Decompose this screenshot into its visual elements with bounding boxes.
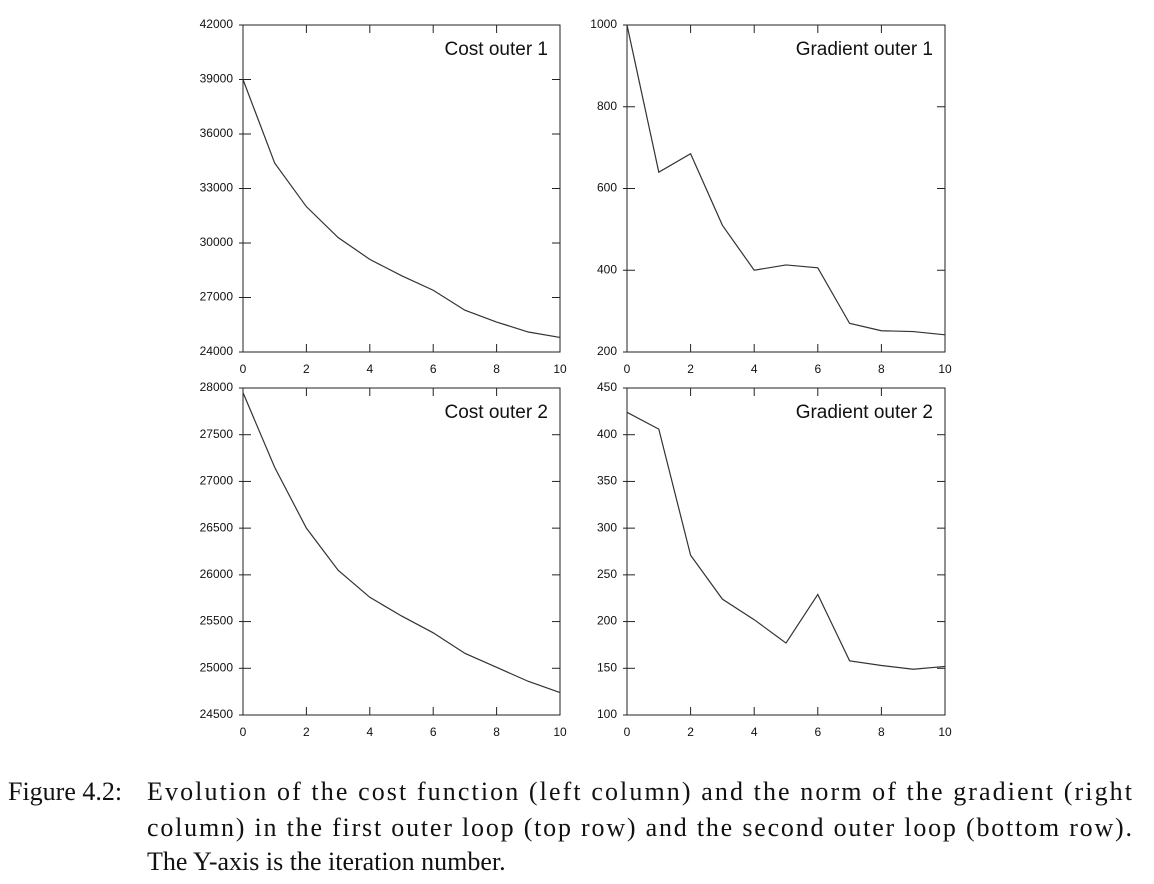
chart-title: Gradient outer 2 [796, 402, 933, 423]
x-tick-label: 2 [303, 362, 310, 376]
y-tick-label: 24500 [200, 707, 234, 721]
data-line [242, 79, 561, 339]
x-tick-label: 8 [878, 725, 885, 739]
x-tick-label: 2 [687, 362, 694, 376]
x-tick-label: 4 [366, 725, 373, 739]
x-tick-label: 6 [814, 362, 821, 376]
plot-frame [626, 24, 946, 353]
y-tick-label: 30000 [200, 235, 234, 249]
y-tick-label: 250 [597, 567, 617, 581]
y-tick-label: 27500 [200, 427, 234, 441]
y-tick-label: 800 [597, 99, 617, 113]
chart-title: Cost outer 1 [445, 39, 549, 60]
x-tick-label: 10 [553, 362, 567, 376]
x-tick-label: 8 [878, 362, 885, 376]
x-tick-label: 6 [814, 725, 821, 739]
chart-title: Cost outer 2 [445, 402, 549, 423]
y-tick-label: 400 [597, 427, 617, 441]
x-tick-label: 4 [751, 362, 758, 376]
y-tick-label: 25500 [200, 614, 234, 628]
y-tick-label: 25000 [200, 660, 234, 674]
x-tick-label: 0 [240, 362, 247, 376]
y-tick-label: 24000 [200, 344, 234, 358]
y-tick-label: 33000 [200, 181, 234, 195]
y-tick-label: 400 [597, 262, 617, 276]
x-tick-label: 8 [493, 725, 500, 739]
caption-line: column) in the first outer loop (top row… [147, 813, 1132, 842]
caption-label: Figure 4.2: [8, 777, 122, 806]
plot-frame [242, 387, 561, 716]
plot-frame [242, 24, 561, 353]
plot-frame [626, 387, 946, 716]
caption-line: The Y-axis is the iteration number. [147, 847, 506, 876]
y-tick-label: 39000 [200, 72, 234, 86]
x-tick-label: 0 [624, 362, 631, 376]
y-tick-label: 28000 [200, 380, 234, 394]
x-tick-label: 4 [366, 362, 373, 376]
caption-line: Evolution of the cost function (left col… [147, 777, 1133, 806]
data-line [242, 392, 561, 694]
y-tick-label: 600 [597, 181, 617, 195]
x-tick-label: 6 [430, 362, 437, 376]
x-tick-label: 0 [240, 725, 247, 739]
y-tick-label: 200 [597, 344, 617, 358]
x-tick-label: 6 [430, 725, 437, 739]
y-tick-label: 27000 [200, 290, 234, 304]
x-tick-label: 2 [303, 725, 310, 739]
x-tick-label: 10 [938, 362, 952, 376]
y-tick-label: 450 [597, 380, 617, 394]
y-tick-label: 42000 [200, 17, 234, 31]
y-tick-label: 350 [597, 474, 617, 488]
x-tick-label: 0 [624, 725, 631, 739]
data-line [626, 24, 946, 336]
y-tick-label: 150 [597, 660, 617, 674]
y-tick-label: 100 [597, 707, 617, 721]
x-tick-label: 10 [938, 725, 952, 739]
x-tick-label: 4 [751, 725, 758, 739]
y-tick-label: 26000 [200, 567, 234, 581]
y-tick-label: 36000 [200, 126, 234, 140]
data-line [626, 411, 946, 670]
chart-title: Gradient outer 1 [796, 39, 933, 60]
y-tick-label: 200 [597, 614, 617, 628]
x-tick-label: 10 [553, 725, 567, 739]
x-tick-label: 2 [687, 725, 694, 739]
y-tick-label: 27000 [200, 474, 234, 488]
y-tick-label: 26500 [200, 520, 234, 534]
y-tick-label: 300 [597, 520, 617, 534]
y-tick-label: 1000 [590, 17, 617, 31]
x-tick-label: 8 [493, 362, 500, 376]
